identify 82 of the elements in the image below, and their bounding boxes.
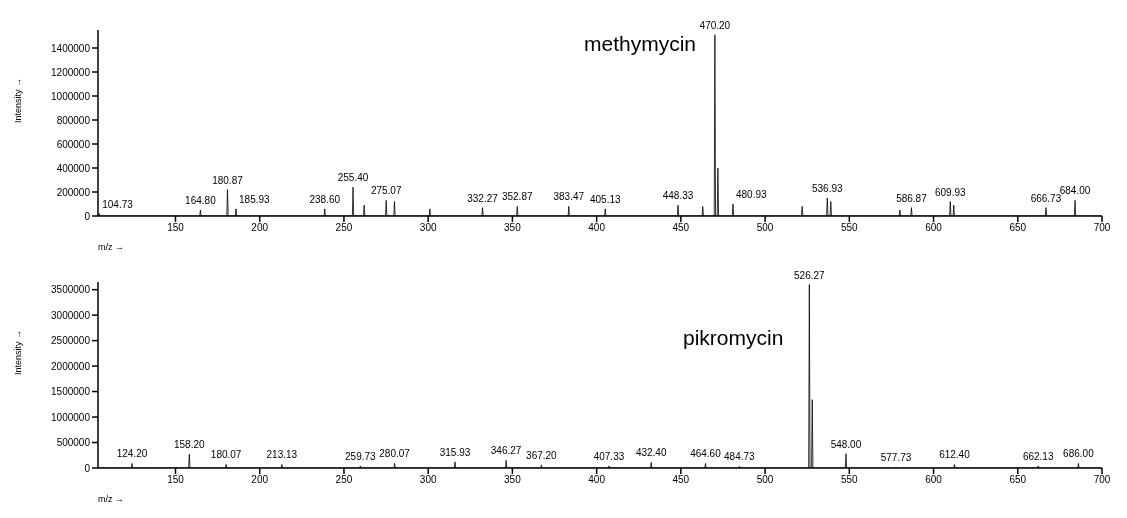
annotation: 448.33 — [662, 190, 694, 202]
x-tick-label: 300 — [419, 222, 437, 234]
annotation: 164.80 — [185, 195, 217, 206]
annotation: 275.07 — [370, 185, 402, 197]
y-tick-label: 1400000 — [51, 42, 91, 54]
y-tick-label: 3000000 — [51, 309, 91, 321]
annotation: 180.87 — [212, 174, 244, 186]
annotation: 526.27 — [794, 269, 826, 281]
annotation: 609.93 — [934, 186, 966, 198]
x-tick-label: 500 — [756, 474, 774, 486]
x-tick-label: 650 — [1009, 474, 1027, 486]
annotation: 383.47 — [553, 191, 585, 203]
annotation: 180.07 — [210, 449, 242, 461]
y-axis-title: Intensity → — [13, 329, 24, 375]
annotation: 405.13 — [589, 193, 621, 205]
annotation: 238.60 — [309, 193, 341, 205]
annotation: 686.00 — [1063, 448, 1095, 460]
y-tick-label: 1000000 — [51, 411, 91, 423]
annotation: pikromycin — [683, 326, 784, 350]
x-tick-label: 300 — [419, 474, 437, 486]
annotation: 259.73 — [345, 450, 377, 462]
annotation: 104.73 — [102, 198, 134, 210]
annotation: 124.20 — [116, 448, 148, 460]
annotation: 280.07 — [379, 448, 411, 460]
y-tick-label: 500000 — [56, 437, 91, 449]
annotation: 346.27 — [490, 445, 522, 457]
x-tick-label: 250 — [335, 474, 353, 486]
y-axis-title: Intensity → — [13, 77, 24, 123]
x-tick-label: 650 — [1009, 222, 1027, 234]
annotation: 586.87 — [896, 192, 928, 204]
y-tick-label: 200000 — [56, 186, 91, 198]
annotation: 548.00 — [830, 438, 862, 450]
x-tick-label: 600 — [925, 222, 943, 234]
y-tick-label: 2500000 — [51, 335, 91, 347]
y-tick-label: 0 — [84, 462, 91, 474]
x-axis-title: m/z → — [98, 494, 124, 504]
x-tick-label: 250 — [335, 222, 353, 234]
x-tick-label: 500 — [756, 222, 774, 234]
annotation: 464.60 — [690, 448, 722, 460]
annotation: 367.20 — [526, 449, 558, 461]
annotation: 158.20 — [174, 439, 206, 451]
annotation: 577.73 — [880, 451, 912, 463]
annotation: 480.93 — [735, 189, 767, 200]
annotation: 662.13 — [1022, 450, 1054, 462]
x-tick-label: 600 — [925, 474, 943, 486]
annotation: 432.40 — [635, 447, 667, 459]
x-tick-label: 150 — [167, 222, 185, 234]
annotation: 255.40 — [337, 172, 369, 184]
annotation: 332.27 — [467, 192, 499, 204]
x-tick-label: 350 — [504, 474, 522, 486]
x-axis-title: m/z → — [98, 242, 124, 252]
y-tick-label: 600000 — [56, 138, 91, 150]
x-tick-label: 350 — [504, 222, 522, 234]
annotation: 536.93 — [812, 183, 844, 194]
x-tick-label: 150 — [167, 474, 185, 486]
annotation: 470.20 — [699, 19, 731, 31]
x-tick-label: 450 — [672, 222, 690, 234]
y-tick-label: 0 — [84, 210, 91, 222]
annotation: 407.33 — [593, 450, 625, 462]
y-tick-label: 2000000 — [51, 360, 91, 372]
annotation: 352.87 — [501, 191, 533, 203]
x-tick-label: 200 — [251, 222, 269, 234]
y-tick-label: 3500000 — [51, 284, 91, 296]
y-tick-label: 1000000 — [51, 90, 91, 102]
annotation: 185.93 — [239, 193, 271, 205]
x-tick-label: 200 — [251, 474, 269, 486]
annotation: 315.93 — [439, 446, 471, 458]
y-tick-label: 400000 — [56, 162, 91, 174]
x-tick-label: 400 — [588, 222, 606, 234]
annotation: 213.13 — [266, 449, 298, 461]
x-tick-label: 700 — [1093, 222, 1111, 234]
x-tick-label: 550 — [840, 474, 859, 486]
x-tick-label: 450 — [672, 474, 690, 486]
annotation: 612.40 — [939, 449, 971, 461]
x-tick-label: 550 — [840, 222, 859, 234]
annotation: methymycin — [584, 32, 697, 56]
x-tick-label: 700 — [1093, 474, 1111, 486]
x-tick-label: 400 — [588, 474, 606, 486]
y-tick-label: 1500000 — [51, 386, 91, 398]
y-tick-label: 1200000 — [51, 66, 91, 78]
y-tick-label: 800000 — [56, 114, 91, 126]
annotation: 484.73 — [724, 451, 756, 463]
